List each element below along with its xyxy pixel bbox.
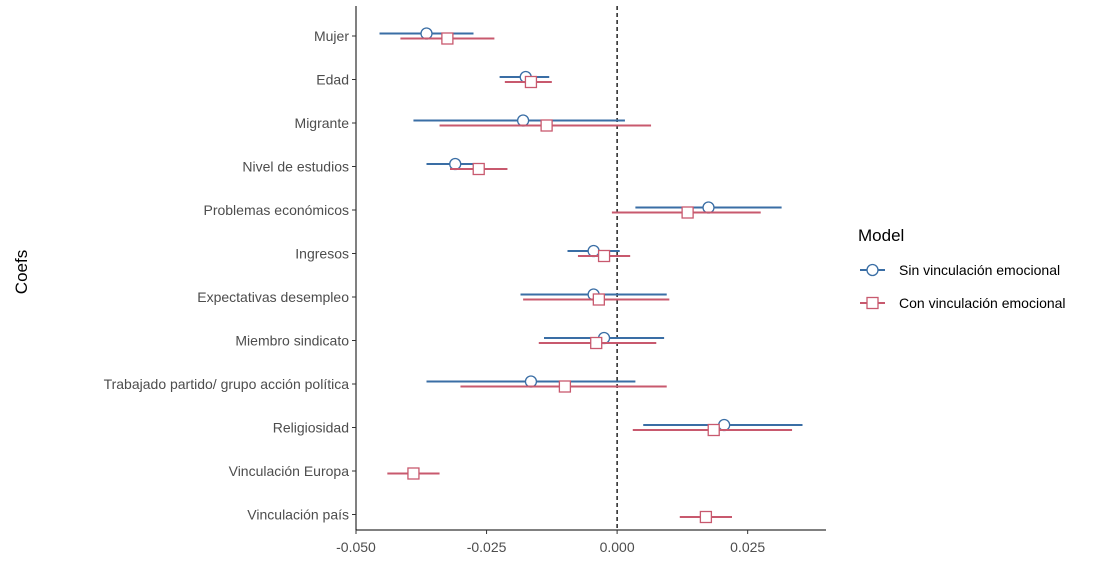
estimate-point-square <box>707 423 720 437</box>
plot-marks <box>379 27 803 524</box>
y-tick-label-migrante: Migrante <box>295 115 350 131</box>
y-tick-label-nivel-de-estudios: Nivel de estudios <box>242 159 349 175</box>
estimate-point-square <box>681 206 694 219</box>
y-tick-label-religiosidad: Religiosidad <box>273 420 349 436</box>
estimate-point-circle <box>718 418 731 432</box>
estimate-point-circle <box>516 114 530 127</box>
estimate-point-square <box>597 249 611 263</box>
y-tick-label-miembro-sindicato: Miembro sindicato <box>235 333 349 349</box>
estimate-point-square <box>540 119 553 132</box>
estimate-point-square <box>592 293 605 306</box>
y-tick-label-expectativas-desempleo: Expectativas desempleo <box>197 289 349 305</box>
legend-label: Sin vinculación emocional <box>899 262 1060 278</box>
estimate-point-square <box>441 32 454 45</box>
estimate-point-circle <box>702 201 715 214</box>
y-tick-label-vinculacion-europa: Vinculación Europa <box>229 463 350 479</box>
y-tick-labels: Mujer Edad Migrante Nivel de estudios Proble… <box>104 28 356 523</box>
x-tick-label: 0.025 <box>730 539 765 555</box>
estimate-point-square <box>699 510 713 524</box>
estimate-point-square <box>407 467 420 480</box>
x-ticks: -0.050 -0.025 0.000 0.025 <box>336 530 765 555</box>
x-tick-label: 0.000 <box>600 539 635 555</box>
legend-label: Con vinculación emocional <box>899 295 1066 311</box>
x-tick-label: -0.025 <box>467 539 507 555</box>
y-tick-label-trabajado-partido-grupo-accion-politica: Trabajado partido/ grupo acción política <box>104 376 350 392</box>
legend: Sin vinculación emocional Con vinculación… <box>860 262 1066 311</box>
y-tick-label-ingresos: Ingresos <box>295 246 349 262</box>
x-tick-label: -0.050 <box>336 539 376 555</box>
y-tick-label-vinculacion-pais: Vinculación país <box>247 507 349 523</box>
legend-key-circle <box>866 263 879 277</box>
y-tick-label-mujer: Mujer <box>314 28 349 44</box>
estimate-point-square <box>524 75 538 89</box>
estimate-point-circle <box>449 157 462 171</box>
y-tick-label-edad: Edad <box>316 72 349 88</box>
estimate-point-square <box>590 336 603 350</box>
y-tick-label-problemas-economicos: Problemas económicos <box>203 202 349 218</box>
y-axis-title: Coefs <box>12 250 31 294</box>
legend-key-square <box>866 296 879 310</box>
estimate-point-square <box>558 380 572 393</box>
legend-title: Model <box>858 226 904 245</box>
estimate-point-square <box>472 162 485 176</box>
estimate-point-circle <box>587 244 600 258</box>
estimate-point-circle <box>420 27 433 40</box>
estimate-point-circle <box>524 375 538 388</box>
